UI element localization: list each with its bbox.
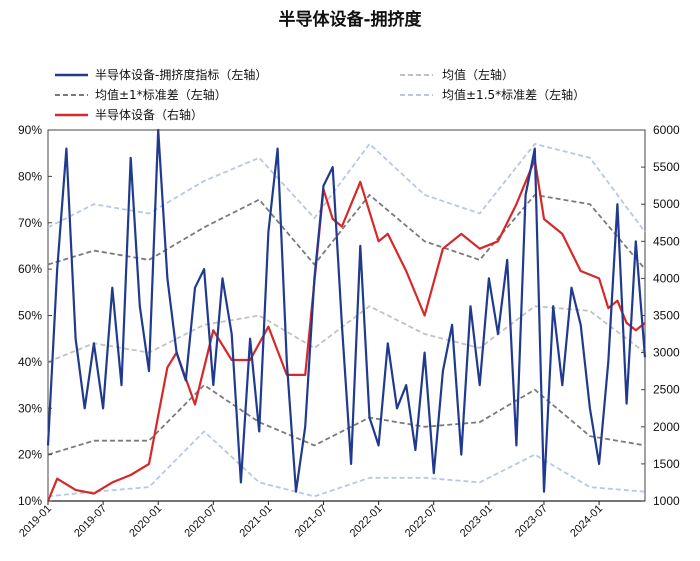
series-line-band1-2 — [47, 193, 646, 270]
series-line-band15-4 — [47, 142, 646, 233]
legend-label-band15: 均值±1.5*标准差（左轴） — [442, 87, 585, 102]
series-line-crowd-0 — [46, 128, 647, 493]
right-tick-label: 4500 — [653, 234, 680, 248]
series-line-band1-3 — [47, 384, 646, 456]
x-tick-label: 2021-01 — [238, 503, 275, 540]
legend-item-mean: 均值（左轴） — [400, 67, 514, 82]
plot-frame — [47, 129, 646, 502]
left-tick-label: 20% — [18, 448, 42, 462]
left-tick-label: 60% — [18, 262, 42, 276]
x-tick-label: 2024-01 — [568, 503, 605, 540]
x-tick-label: 2019-07 — [72, 503, 109, 540]
series-line-index-6 — [46, 158, 646, 502]
legend-item-index: 半导体设备（右轴） — [55, 107, 203, 122]
right-tick-label: 5000 — [653, 197, 680, 211]
right-tick-label: 1500 — [653, 457, 680, 471]
right-tick-label: 5500 — [653, 160, 680, 174]
legend-label-crowd: 半导体设备-拥挤度指标（左轴） — [95, 67, 267, 82]
chart-title: 半导体设备-拥挤度 — [278, 9, 422, 30]
right-tick-label: 2500 — [653, 383, 680, 397]
x-tick-label: 2019-01 — [17, 503, 54, 540]
x-tick-label: 2023-07 — [513, 503, 550, 540]
x-tick-label: 2022-01 — [348, 503, 385, 540]
left-tick-label: 30% — [18, 401, 42, 415]
right-tick-label: 4000 — [653, 271, 680, 285]
right-tick-label: 3500 — [653, 309, 680, 323]
legend-item-crowd: 半导体设备-拥挤度指标（左轴） — [55, 67, 267, 82]
right-tick-label: 3000 — [653, 346, 680, 360]
left-tick-label: 90% — [18, 123, 42, 137]
legend: 半导体设备-拥挤度指标（左轴） 均值（左轴） 均值±1*标准差（左轴） 均值±1… — [55, 67, 585, 122]
x-tick-label: 2020-07 — [182, 503, 219, 540]
x-tick-label: 2020-01 — [127, 503, 164, 540]
right-tick-label: 6000 — [653, 123, 680, 137]
legend-label-band1: 均值±1*标准差（左轴） — [95, 87, 227, 102]
right-tick-label: 1000 — [653, 494, 680, 508]
legend-item-band15: 均值±1.5*标准差（左轴） — [400, 87, 585, 102]
left-tick-label: 80% — [18, 169, 42, 183]
left-tick-label: 40% — [18, 355, 42, 369]
plot-area — [46, 128, 647, 502]
left-tick-label: 10% — [18, 494, 42, 508]
legend-label-mean: 均值（左轴） — [442, 67, 514, 82]
legend-item-band1: 均值±1*标准差（左轴） — [55, 87, 227, 102]
legend-label-index: 半导体设备（右轴） — [95, 107, 203, 122]
left-axis-ticks: 10% 20% 30% 40% 50% 60% 70% 80% 90% — [18, 123, 52, 508]
left-tick-label: 50% — [18, 309, 42, 323]
x-axis-ticks: 2019-01 2019-07 2020-01 2020-07 2021-01 2021-… — [17, 501, 605, 540]
x-tick-label: 2023-01 — [458, 503, 495, 540]
x-tick-label: 2022-07 — [403, 503, 440, 540]
right-axis-ticks: 1000 1500 2000 2500 3000 3500 4000 4500 5000 5500… — [641, 123, 680, 508]
left-tick-label: 70% — [18, 216, 42, 230]
right-tick-label: 2000 — [653, 420, 680, 434]
x-tick-label: 2021-07 — [293, 503, 330, 540]
